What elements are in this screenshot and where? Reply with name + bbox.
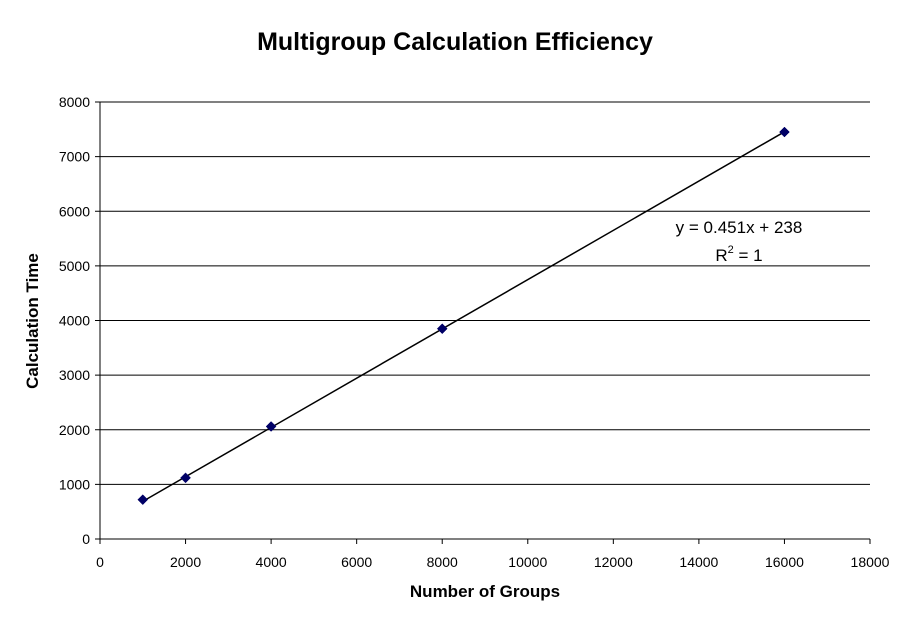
data-point-diamond	[779, 126, 790, 138]
x-tick-label: 12000	[594, 554, 633, 570]
grid-layer	[100, 101, 870, 485]
r-squared-annotation: R2 = 1	[715, 244, 762, 265]
trendline-layer	[142, 131, 785, 503]
y-tick-label: 6000	[59, 203, 90, 219]
x-tick-label: 6000	[341, 554, 372, 570]
y-tick-label: 5000	[59, 258, 90, 274]
x-tick-label: 8000	[427, 554, 458, 570]
y-tick-label: 2000	[59, 422, 90, 438]
x-tick-label: 2000	[170, 554, 201, 570]
y-tick-label: 7000	[59, 149, 90, 165]
x-tick-label: 14000	[679, 554, 718, 570]
y-tick-label: 4000	[59, 313, 90, 329]
data-point-diamond	[436, 323, 448, 335]
trendline-equation: y = 0.451x + 238	[676, 218, 803, 237]
y-tick-label: 8000	[59, 94, 90, 110]
x-tick-label: 10000	[508, 554, 547, 570]
y-axis-label: Calculation Time	[23, 253, 42, 389]
y-tick-label: 3000	[59, 367, 90, 383]
r-squared-exponent: 2	[728, 244, 734, 256]
r-squared-prefix: R	[715, 246, 727, 265]
x-tick-labels: 0 2000 4000 6000 8000 10000 12000 14000 16000 180…	[96, 554, 890, 570]
x-tick-label: 4000	[256, 554, 287, 570]
axis-layer	[95, 101, 871, 544]
x-tick-label: 16000	[765, 554, 804, 570]
data-point-diamond	[137, 494, 149, 506]
r-squared-suffix: = 1	[734, 246, 763, 265]
x-tick-label: 0	[96, 554, 104, 570]
x-axis-label: Number of Groups	[410, 582, 560, 601]
trendline	[142, 131, 785, 503]
y-tick-label: 0	[82, 531, 90, 547]
data-point-diamond	[180, 472, 191, 484]
y-tick-label: 1000	[59, 476, 90, 492]
data-point-diamond	[265, 421, 277, 432]
x-tick-label: 18000	[851, 554, 890, 570]
y-tick-labels: 0 1000 2000 3000 4000 5000 6000 7000 8000	[59, 94, 90, 547]
data-points	[137, 126, 790, 506]
chart-title: Multigroup Calculation Efficiency	[257, 28, 653, 56]
